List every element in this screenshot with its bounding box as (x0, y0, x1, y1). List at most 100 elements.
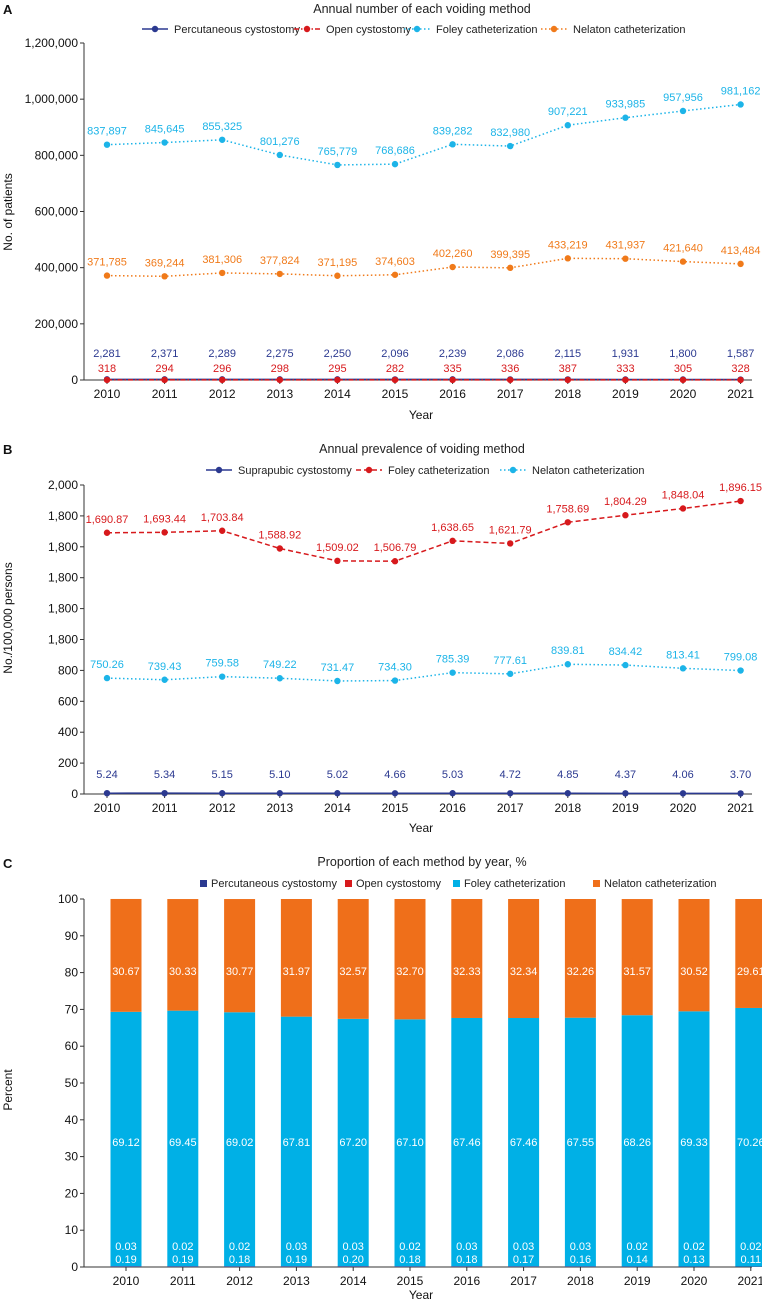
x-tick-label: 2012 (209, 387, 236, 401)
y-tick-label: 80 (65, 966, 79, 980)
data-label: 371,785 (87, 257, 127, 269)
y-tick-label: 800 (58, 663, 78, 677)
data-label: 5.34 (154, 769, 175, 781)
x-tick-label: 2017 (497, 387, 524, 401)
data-point (564, 661, 571, 668)
data-point (507, 670, 514, 678)
data-point (334, 790, 341, 797)
data-label: 2,250 (324, 348, 352, 360)
x-tick-label: 2020 (670, 387, 697, 401)
data-point (737, 376, 744, 384)
data-label: 1,621.79 (489, 524, 532, 536)
legend-label: Suprapubic cystostomy (238, 465, 352, 477)
data-label: 981,162 (721, 85, 761, 97)
data-point (737, 260, 744, 268)
data-label: 0.19 (172, 1254, 193, 1266)
data-label: 0.02 (229, 1241, 250, 1253)
panel-c-ylabel: Percent (1, 1069, 15, 1111)
data-point (103, 529, 111, 536)
x-tick-label: 2010 (113, 1274, 140, 1288)
data-point (276, 270, 283, 278)
x-tick-label: 2015 (397, 1274, 424, 1288)
data-label: 1,587 (727, 348, 755, 360)
x-tick-label: 2013 (266, 387, 293, 401)
data-point (219, 790, 226, 797)
bar-segment (451, 1266, 483, 1267)
data-point (391, 376, 399, 384)
bar-segment (508, 1018, 540, 1267)
data-label: 0.16 (570, 1254, 591, 1266)
y-tick-label: 20 (65, 1186, 79, 1200)
bar-segment (621, 1266, 653, 1267)
data-label: 1,509.02 (316, 542, 359, 554)
bar-segment (621, 1015, 653, 1267)
data-point (737, 667, 744, 674)
data-point (391, 271, 399, 278)
data-label: 69.45 (169, 1137, 197, 1149)
bar-segment (110, 1266, 142, 1267)
x-tick-label: 2015 (382, 387, 409, 401)
data-label: 298 (271, 363, 289, 375)
data-label: 2,371 (151, 348, 179, 360)
bar-segment (224, 899, 256, 1013)
data-point (679, 790, 687, 797)
panel-b-xlabel: Year (409, 821, 433, 835)
data-label: 0.18 (229, 1254, 250, 1266)
data-label: 4.66 (384, 769, 405, 781)
data-label: 4.37 (615, 769, 636, 781)
bar-segment (337, 1266, 369, 1267)
data-point (507, 540, 514, 547)
series-line (106, 500, 741, 562)
data-label: 69.02 (226, 1137, 254, 1149)
data-label: 0.11 (741, 1254, 762, 1266)
data-label: 67.55 (567, 1137, 595, 1149)
bar-segment (564, 1266, 596, 1267)
data-label: 5.24 (96, 769, 117, 781)
data-label: 377,824 (260, 255, 300, 267)
data-label: 2,275 (266, 348, 294, 360)
legend-label: Nelaton catheterization (604, 878, 717, 890)
x-tick-label: 2014 (324, 387, 351, 401)
data-point (103, 789, 111, 797)
data-label: 2,115 (554, 348, 581, 360)
data-point (622, 790, 629, 797)
y-tick-label: 70 (65, 1002, 79, 1016)
data-label: 839.81 (551, 645, 585, 657)
data-label: 0.02 (626, 1241, 647, 1253)
data-label: 799.08 (724, 652, 758, 664)
bar-segment (394, 899, 426, 1020)
bar-segment (678, 1011, 710, 1267)
legend-label: Open cystostomy (356, 878, 441, 890)
data-point (276, 545, 283, 552)
legend-swatch-marker (550, 25, 558, 33)
data-label: 32.57 (339, 966, 367, 978)
x-tick-label: 2018 (554, 801, 581, 815)
data-point (276, 151, 283, 159)
data-label: 0.20 (342, 1254, 363, 1266)
y-tick-label: 1,800 (48, 571, 78, 585)
legend-swatch (593, 880, 600, 887)
data-point (334, 272, 341, 279)
data-label: 67.81 (283, 1137, 311, 1149)
bar-segment (167, 899, 199, 1011)
data-point (564, 519, 571, 526)
data-label: 32.70 (396, 966, 424, 978)
data-label: 845,645 (145, 124, 185, 136)
y-tick-label: 2,000 (48, 478, 78, 492)
data-label: 402,260 (433, 248, 473, 260)
legend-label: Foley catheterization (464, 878, 566, 890)
legend-swatch-marker (151, 25, 159, 33)
x-tick-label: 2019 (612, 801, 639, 815)
data-point (449, 263, 456, 271)
data-label: 2,086 (496, 348, 524, 360)
data-label: 399,395 (490, 249, 530, 261)
data-point (161, 529, 168, 536)
y-tick-label: 100 (58, 892, 78, 906)
panel-b-letter: B (3, 442, 12, 457)
legend-label: Open cystostomy (326, 24, 411, 36)
data-label: 1,690.87 (86, 514, 129, 526)
data-point (276, 790, 283, 797)
panel-b-title: Annual prevalence of voiding method (319, 442, 525, 456)
legend-label: Percutaneous cystostomy (174, 24, 300, 36)
data-point (391, 160, 399, 168)
